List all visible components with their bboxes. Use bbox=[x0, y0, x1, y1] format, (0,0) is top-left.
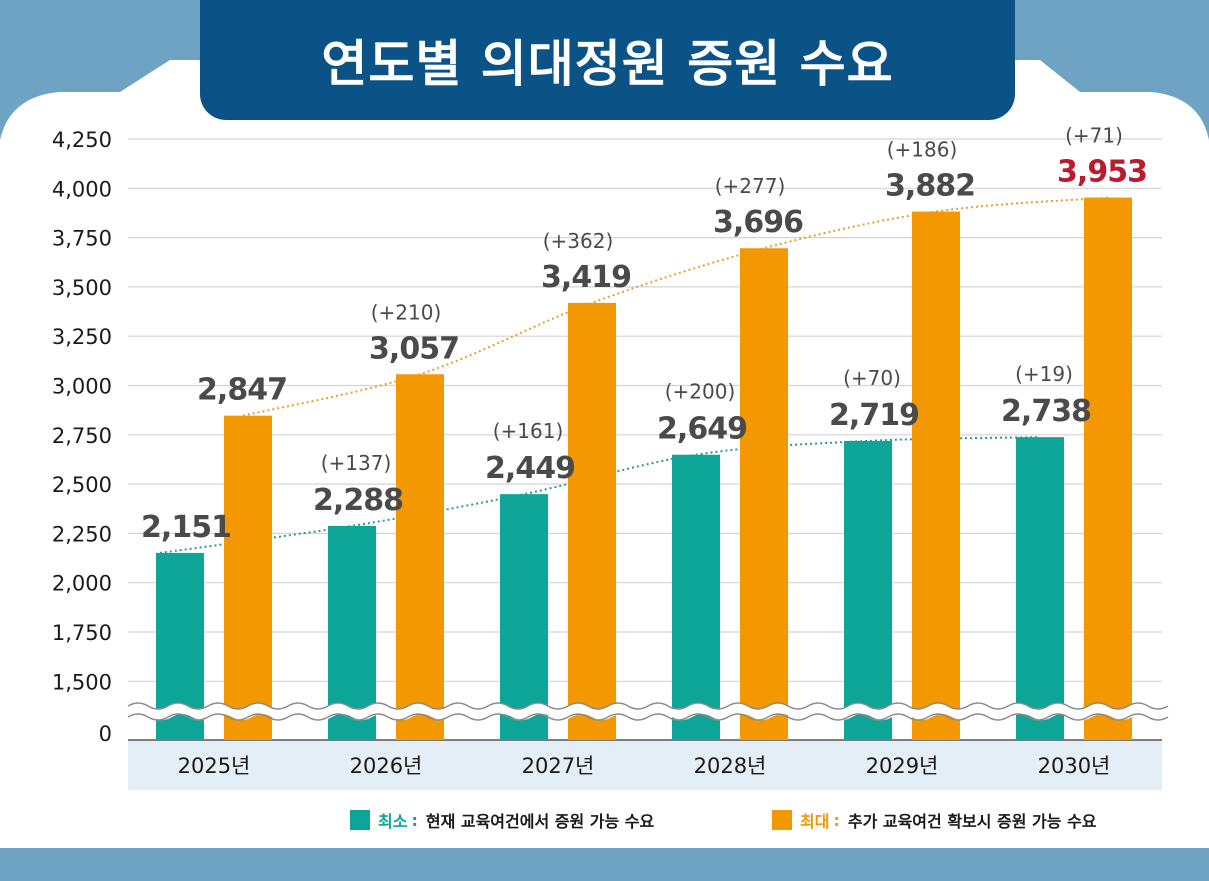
bar-max bbox=[1084, 197, 1132, 740]
data-label-min: 2,449 bbox=[485, 451, 575, 486]
x-tick-label: 2026년 bbox=[350, 754, 423, 778]
bar-chart: 0 1,500 1,750 2,000 2,250 2,500 2,750 3,000 3,25… bbox=[51, 123, 1172, 790]
page-title: 연도별 의대정원 증원 수요 bbox=[321, 35, 894, 93]
delta-label-max: (+210) bbox=[371, 300, 442, 324]
legend-item-min: 최소 : 현재 교육여건에서 증원 가능 수요 bbox=[350, 808, 654, 832]
axis-break-line bbox=[127, 702, 1169, 710]
y-tick-label: 2,250 bbox=[52, 522, 112, 546]
data-label-max: 3,882 bbox=[885, 169, 975, 204]
legend-key-min: 최소 bbox=[378, 812, 408, 831]
delta-label-max: (+186) bbox=[887, 138, 958, 162]
data-label-max: 3,696 bbox=[713, 205, 803, 240]
delta-label-min: (+200) bbox=[665, 380, 736, 404]
x-tick-label: 2028년 bbox=[694, 754, 767, 778]
data-label-min: 2,719 bbox=[829, 398, 919, 433]
y-tick-label: 0 bbox=[99, 722, 112, 746]
y-tick-label: 2,750 bbox=[52, 424, 112, 448]
bar-min bbox=[844, 440, 892, 740]
delta-label-max: (+362) bbox=[543, 229, 614, 253]
x-tick-label: 2027년 bbox=[522, 754, 595, 778]
bar-max bbox=[396, 374, 444, 740]
legend-separator-max: : bbox=[833, 810, 840, 830]
y-tick-label: 4,000 bbox=[52, 177, 112, 201]
delta-label-min: (+70) bbox=[843, 366, 901, 390]
bar-max bbox=[912, 211, 960, 741]
y-tick-label: 3,250 bbox=[52, 325, 112, 349]
frame-bottom-band bbox=[0, 848, 1209, 881]
data-label-min: 2,738 bbox=[1001, 394, 1091, 429]
data-label-min: 2,151 bbox=[141, 510, 231, 545]
y-tick-label: 2,500 bbox=[52, 473, 112, 497]
legend: 최소 : 현재 교육여건에서 증원 가능 수요 최대 : 추가 교육여건 확보시… bbox=[350, 808, 1170, 838]
bar-min bbox=[500, 494, 548, 740]
bar-min bbox=[672, 454, 720, 740]
title-banner: 연도별 의대정원 증원 수요 bbox=[200, 0, 1015, 120]
delta-label-max: (+277) bbox=[715, 174, 786, 198]
x-axis-band bbox=[128, 740, 1162, 790]
y-tick-label: 1,500 bbox=[52, 670, 112, 694]
y-tick-label: 3,000 bbox=[52, 375, 112, 399]
x-tick-label: 2025년 bbox=[178, 754, 251, 778]
data-label-min: 2,288 bbox=[313, 483, 403, 518]
bar-max bbox=[568, 302, 616, 740]
trend-line-max bbox=[242, 196, 1109, 417]
data-label-max: 2,847 bbox=[197, 373, 287, 408]
delta-label-min: (+19) bbox=[1015, 362, 1073, 386]
legend-desc-max: 추가 교육여건 확보시 증원 가능 수요 bbox=[847, 812, 1097, 831]
y-tick-label: 4,250 bbox=[52, 128, 112, 152]
y-tick-label: 3,750 bbox=[52, 227, 112, 251]
x-tick-label: 2030년 bbox=[1038, 754, 1111, 778]
axis-break-gap bbox=[92, 703, 1172, 720]
data-label-min: 2,649 bbox=[657, 412, 747, 447]
legend-separator-min: : bbox=[411, 810, 418, 830]
legend-desc-min: 현재 교육여건에서 증원 가능 수요 bbox=[425, 812, 655, 831]
data-label-max: 3,953 bbox=[1057, 155, 1147, 190]
legend-swatch-min bbox=[350, 810, 370, 830]
data-label-max: 3,057 bbox=[369, 331, 459, 366]
delta-label-min: (+161) bbox=[493, 419, 564, 443]
data-label-max: 3,419 bbox=[541, 260, 631, 295]
x-tick-label: 2029년 bbox=[866, 754, 939, 778]
delta-label-min: (+137) bbox=[321, 451, 392, 475]
legend-swatch-max bbox=[772, 810, 792, 830]
y-tick-label: 2,000 bbox=[52, 572, 112, 596]
axis-break-line bbox=[127, 713, 1169, 721]
legend-item-max: 최대 : 추가 교육여건 확보시 증원 가능 수요 bbox=[772, 808, 1097, 832]
bar-max bbox=[740, 248, 788, 741]
y-tick-label: 1,750 bbox=[52, 621, 112, 645]
y-tick-label: 3,500 bbox=[52, 276, 112, 300]
bar-max bbox=[224, 415, 272, 740]
legend-key-max: 최대 bbox=[800, 812, 830, 831]
delta-label-max: (+71) bbox=[1065, 124, 1123, 148]
bar-min bbox=[1016, 437, 1064, 740]
